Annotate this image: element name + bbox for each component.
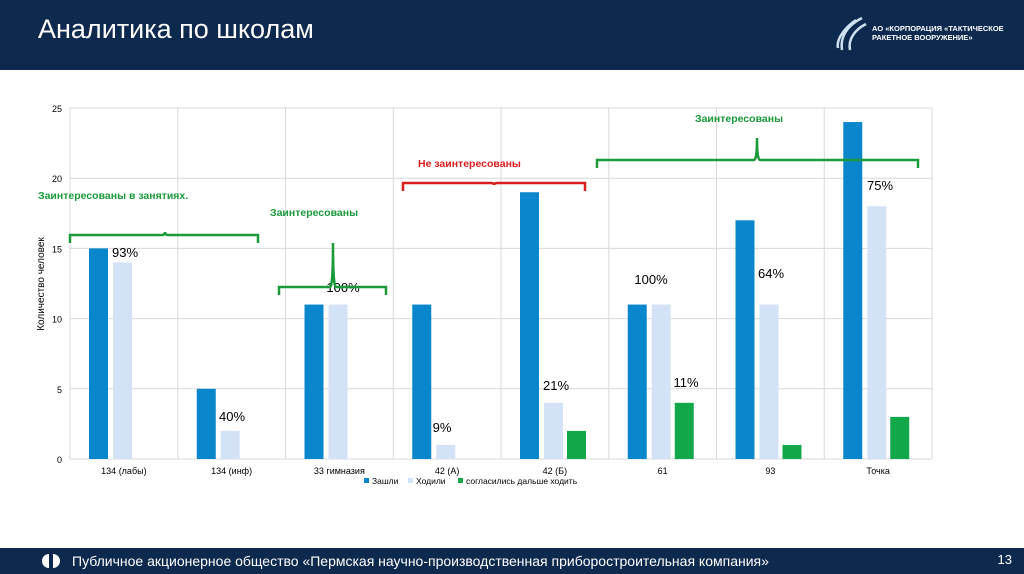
bar-2: [567, 430, 586, 459]
x-tick-label: Точка: [866, 466, 889, 476]
data-label: 64%: [758, 266, 784, 281]
x-tick-label: 134 (инф): [211, 466, 252, 476]
data-label: 9%: [433, 420, 452, 435]
bar-0: [304, 304, 324, 459]
y-tick-label: 5: [57, 385, 62, 395]
company-logo-icon: [836, 16, 867, 51]
annotation-label: Не заинтересованы: [418, 158, 521, 170]
x-tick-label: 93: [765, 466, 775, 476]
page-title: Аналитика по школам: [38, 14, 314, 44]
bar-0: [520, 192, 539, 460]
bracket: [277, 242, 388, 295]
annotation-label: Заинтересованы: [270, 207, 358, 219]
bar-1: [544, 402, 563, 459]
bar-chart: 0 5 10 15 20 25 134 (лабы) 134 (инф) 33 гимназия…: [36, 104, 933, 486]
bar-1: [759, 304, 779, 459]
bar-0: [89, 248, 108, 459]
y-tick-label: 15: [52, 244, 62, 254]
y-axis-label: Количество человек: [36, 237, 47, 331]
y-tick-label: 25: [52, 104, 62, 114]
footer-text: Публичное акционерное общество «Пермская…: [72, 553, 769, 569]
bar-2: [674, 402, 694, 459]
bar-2: [890, 416, 910, 459]
data-label: 93%: [112, 245, 138, 260]
bar-1: [328, 304, 348, 459]
legend-swatch: [364, 478, 369, 483]
x-tick-label: 42 (А): [435, 466, 460, 476]
y-tick-label: 0: [57, 455, 62, 465]
x-tick-label: 33 гимназия: [314, 466, 365, 476]
x-tick-label: 42 (Б): [543, 466, 567, 476]
bar-0: [196, 388, 216, 459]
company-footer-icon: [42, 554, 60, 568]
bar-1: [220, 430, 240, 459]
bar-0: [843, 122, 863, 459]
x-tick-label: 61: [658, 466, 668, 476]
data-label: 21%: [543, 378, 569, 393]
footer-bar: Публичное акционерное общество «Пермская…: [0, 548, 1024, 574]
bracket: [401, 181, 587, 191]
bar-1: [651, 304, 671, 459]
x-tick-label: 134 (лабы): [101, 466, 146, 476]
bar-1: [867, 206, 887, 459]
data-label: 11%: [673, 375, 698, 390]
annotation-label: Заинтересованы в занятиях.: [38, 190, 188, 202]
y-tick-label: 20: [52, 174, 62, 184]
bar-1: [436, 444, 456, 459]
bracket: [595, 137, 920, 168]
annotation-label: Заинтересованы: [695, 113, 783, 125]
bar-0: [627, 304, 647, 459]
legend-label: Зашли: [372, 476, 399, 486]
legend-swatch: [458, 478, 463, 483]
legend-swatch: [408, 478, 413, 483]
bar-0: [412, 304, 432, 459]
data-label: 75%: [867, 178, 893, 193]
legend-label: согласились дальше ходить: [466, 476, 578, 486]
company-logo-text: АО «КОРПОРАЦИЯ «ТАКТИЧЕСКОЕ РАКЕТНОЕ ВОО…: [872, 24, 1004, 42]
bracket: [68, 231, 260, 243]
y-tick-label: 10: [52, 315, 62, 325]
bar-0: [735, 220, 755, 459]
page-number: 13: [997, 552, 1012, 567]
legend-label: Ходили: [416, 476, 446, 486]
bar-1: [113, 262, 132, 459]
bar-2: [782, 444, 802, 459]
data-label: 100%: [634, 272, 668, 287]
header-bar: Аналитика по школам АО «КОРПОРАЦИЯ «ТАКТ…: [0, 0, 1024, 70]
data-label: 40%: [219, 409, 245, 424]
